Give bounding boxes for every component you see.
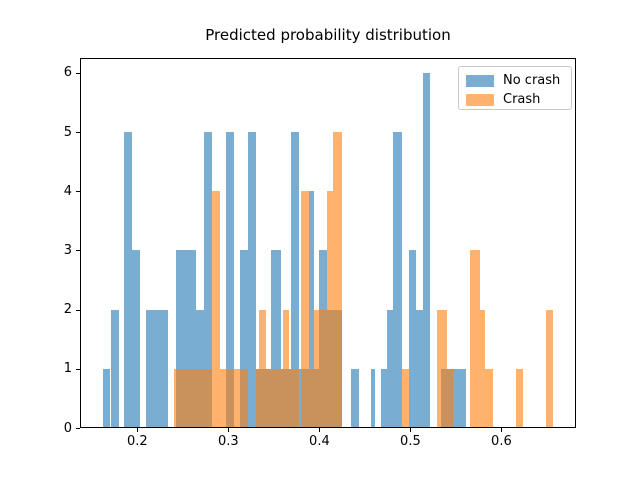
- y-tick-label: 2: [63, 302, 72, 318]
- histogram-bar-no-crash: [226, 132, 235, 428]
- y-tick-label: 5: [63, 124, 72, 140]
- histogram-bar-crash: [289, 368, 299, 428]
- histogram-bar-no-crash: [110, 309, 119, 428]
- histogram-bar-crash: [174, 368, 212, 428]
- histogram-bar-crash: [480, 309, 486, 428]
- y-tick-mark: [76, 250, 80, 252]
- legend-label: Crash: [503, 92, 541, 107]
- histogram-bar-no-crash: [124, 132, 132, 428]
- histogram-bar-no-crash: [196, 309, 204, 428]
- histogram-bar-crash: [333, 132, 343, 428]
- x-tick-label: 0.5: [400, 434, 421, 449]
- histogram-bar-crash: [301, 191, 309, 428]
- y-tick-mark: [76, 428, 80, 429]
- histogram-bar-crash: [437, 309, 448, 428]
- x-tick-mark: [228, 428, 230, 432]
- histogram-bar-no-crash: [146, 309, 168, 428]
- histogram-bar-crash: [447, 368, 453, 428]
- y-tick-label: 4: [63, 183, 72, 199]
- x-tick-mark: [137, 428, 139, 432]
- x-tick-label: 0.3: [217, 434, 239, 449]
- legend-item-no-crash: No crash: [466, 74, 560, 87]
- y-tick-label: 6: [63, 65, 72, 81]
- histogram-bar-crash: [327, 191, 334, 428]
- chart-title: Predicted probability distribution: [205, 26, 451, 44]
- x-tick-mark: [501, 428, 503, 432]
- legend-label: No crash: [503, 73, 561, 88]
- histogram-bar-crash: [470, 250, 481, 428]
- histogram-bar-no-crash: [271, 250, 281, 428]
- histogram-bar-crash: [220, 368, 249, 428]
- legend-item-crash: Crash: [466, 93, 540, 106]
- histogram-bar-crash: [212, 191, 221, 428]
- histogram-bar-crash: [516, 368, 523, 428]
- histogram-bar-no-crash: [381, 368, 388, 428]
- histogram-bar-crash: [308, 368, 315, 428]
- histogram-bar-crash: [546, 309, 554, 428]
- histogram-bar-no-crash: [204, 132, 212, 428]
- histogram-bars: [80, 58, 576, 428]
- histogram-bar-no-crash: [132, 250, 141, 428]
- histogram-bar-no-crash: [102, 368, 111, 428]
- x-tick-label: 0.6: [491, 434, 512, 449]
- x-tick-label: 0.4: [309, 434, 330, 449]
- x-tick-mark: [319, 428, 321, 432]
- histogram-bar-no-crash: [393, 132, 403, 428]
- y-tick-mark: [76, 191, 80, 193]
- y-tick-label: 0: [63, 420, 72, 436]
- histogram-bar-crash: [283, 309, 289, 428]
- histogram-bar-no-crash: [351, 368, 359, 428]
- histogram-bar-crash: [266, 368, 283, 428]
- histogram-bar-no-crash: [240, 250, 249, 428]
- histogram-bar-no-crash: [416, 309, 424, 428]
- histogram-bar-crash: [402, 368, 410, 428]
- histogram-bar-no-crash: [423, 72, 430, 428]
- legend: No crash Crash: [458, 66, 572, 110]
- histogram-bar-no-crash: [387, 309, 394, 428]
- histogram-bar-crash: [256, 368, 259, 428]
- histogram-bar-no-crash: [291, 132, 300, 428]
- y-tick-mark: [76, 132, 80, 133]
- histogram-bar-crash: [314, 309, 328, 428]
- histogram-bar-no-crash: [409, 250, 417, 428]
- legend-swatch-no-crash: [466, 74, 494, 87]
- legend-swatch-crash: [466, 93, 494, 106]
- histogram-bar-no-crash: [371, 368, 375, 428]
- plot-area: [80, 58, 576, 428]
- histogram-bar-crash: [485, 368, 494, 428]
- y-tick-mark: [76, 72, 80, 74]
- histogram-bar-no-crash: [248, 132, 257, 428]
- y-tick-mark: [76, 368, 80, 370]
- histogram-bar-crash: [259, 309, 266, 428]
- histogram-bar-no-crash: [308, 191, 315, 428]
- y-tick-label: 3: [63, 242, 72, 258]
- x-tick-mark: [410, 428, 412, 432]
- y-tick-mark: [76, 309, 80, 311]
- x-tick-label: 0.2: [126, 434, 148, 449]
- y-tick-label: 1: [63, 361, 72, 377]
